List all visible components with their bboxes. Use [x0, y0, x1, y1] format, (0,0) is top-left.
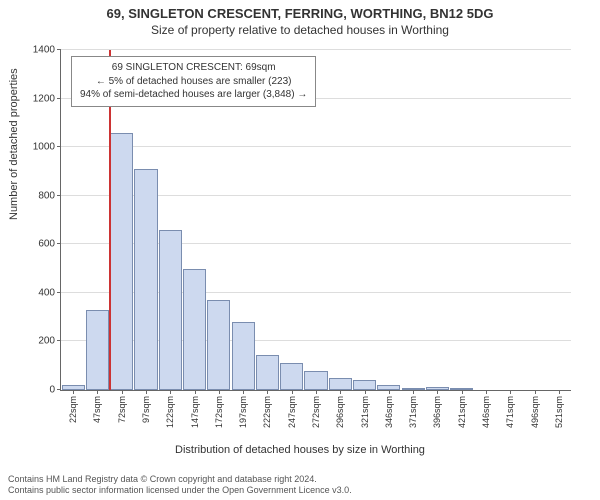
histogram-bar [329, 378, 352, 390]
x-tick [122, 390, 123, 394]
x-tick-label: 346sqm [384, 396, 394, 428]
x-tick [73, 390, 74, 394]
histogram-bar [353, 380, 376, 390]
y-tick-label: 0 [49, 385, 55, 396]
histogram-bar [207, 300, 230, 390]
title-line-2: Size of property relative to detached ho… [0, 21, 600, 37]
chart-container: 69, SINGLETON CRESCENT, FERRING, WORTHIN… [0, 0, 600, 500]
y-tick-label: 600 [38, 239, 55, 250]
histogram-bar [159, 230, 182, 390]
y-axis-label: Number of detached properties [8, 68, 20, 220]
x-tick-label: 371sqm [408, 396, 418, 428]
histogram-bar [256, 355, 279, 390]
x-tick-label: 122sqm [165, 396, 175, 428]
y-tick-label: 1400 [33, 45, 55, 56]
x-tick [559, 390, 560, 394]
footer-line-2: Contains public sector information licen… [8, 485, 352, 496]
y-tick [57, 243, 61, 244]
x-tick [340, 390, 341, 394]
y-tick [57, 292, 61, 293]
x-tick-label: 222sqm [262, 396, 272, 428]
histogram-bar [86, 310, 109, 390]
x-tick-label: 496sqm [530, 396, 540, 428]
histogram-bar [183, 269, 206, 390]
y-tick [57, 195, 61, 196]
x-tick-label: 22sqm [68, 396, 78, 423]
y-tick-label: 1000 [33, 142, 55, 153]
x-tick-label: 421sqm [457, 396, 467, 428]
x-tick [292, 390, 293, 394]
y-tick [57, 389, 61, 390]
x-tick [267, 390, 268, 394]
x-tick [219, 390, 220, 394]
gridline [61, 49, 571, 50]
annotation-line-3: 94% of semi-detached houses are larger (… [80, 88, 307, 102]
y-tick-label: 400 [38, 287, 55, 298]
y-tick-label: 800 [38, 190, 55, 201]
x-axis-label: Distribution of detached houses by size … [0, 444, 600, 456]
histogram-bar [304, 371, 327, 390]
x-tick [243, 390, 244, 394]
x-tick [437, 390, 438, 394]
histogram-bar [280, 363, 303, 390]
x-tick-label: 396sqm [432, 396, 442, 428]
x-tick-label: 197sqm [238, 396, 248, 428]
histogram-bar [232, 322, 255, 390]
x-tick-label: 97sqm [141, 396, 151, 423]
x-tick [486, 390, 487, 394]
histogram-bar [134, 169, 157, 390]
x-tick [195, 390, 196, 394]
x-tick-label: 471sqm [505, 396, 515, 428]
footer-line-1: Contains HM Land Registry data © Crown c… [8, 474, 352, 485]
x-tick-label: 172sqm [214, 396, 224, 428]
y-tick-label: 200 [38, 336, 55, 347]
x-tick-label: 147sqm [190, 396, 200, 428]
y-tick [57, 49, 61, 50]
x-tick [97, 390, 98, 394]
annotation-line-1: 69 SINGLETON CRESCENT: 69sqm [80, 61, 307, 75]
annotation-line-2: ← 5% of detached houses are smaller (223… [80, 75, 307, 89]
x-tick [389, 390, 390, 394]
x-tick [462, 390, 463, 394]
x-tick-label: 521sqm [554, 396, 564, 428]
y-tick-label: 1200 [33, 93, 55, 104]
x-tick-label: 446sqm [481, 396, 491, 428]
y-tick [57, 146, 61, 147]
y-tick [57, 98, 61, 99]
x-tick [365, 390, 366, 394]
annotation-box: 69 SINGLETON CRESCENT: 69sqm ← 5% of det… [71, 56, 316, 107]
y-tick [57, 340, 61, 341]
x-tick [413, 390, 414, 394]
x-tick [146, 390, 147, 394]
gridline [61, 146, 571, 147]
x-tick-label: 296sqm [335, 396, 345, 428]
x-tick [510, 390, 511, 394]
plot-area: 020040060080010001200140022sqm47sqm72sqm… [60, 50, 571, 391]
title-line-1: 69, SINGLETON CRESCENT, FERRING, WORTHIN… [0, 0, 600, 21]
x-tick-label: 272sqm [311, 396, 321, 428]
x-tick [535, 390, 536, 394]
x-tick [316, 390, 317, 394]
x-tick [170, 390, 171, 394]
histogram-bar [110, 133, 133, 390]
x-tick-label: 47sqm [92, 396, 102, 423]
footer-attribution: Contains HM Land Registry data © Crown c… [8, 474, 352, 497]
x-tick-label: 321sqm [360, 396, 370, 428]
x-tick-label: 72sqm [117, 396, 127, 423]
x-tick-label: 247sqm [287, 396, 297, 428]
